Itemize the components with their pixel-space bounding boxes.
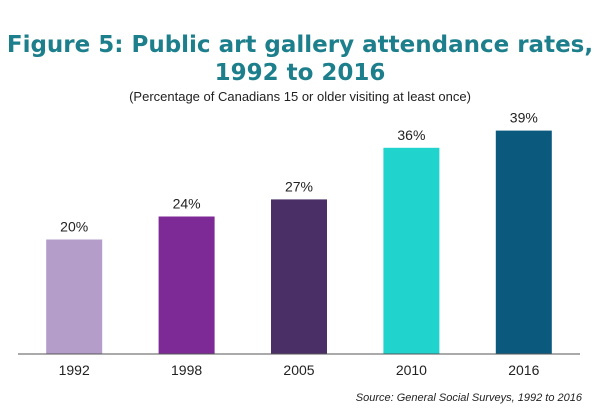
x-tick-2016: 2016 [508,362,539,378]
data-label-1992: 20% [60,219,88,235]
bar-2005 [271,199,327,354]
data-label-1998: 24% [173,196,201,212]
bar-2010 [383,147,440,354]
data-label-2016: 39% [510,110,538,126]
chart-subtitle: (Percentage of Canadians 15 or older vis… [129,89,471,104]
x-tick-2010: 2010 [396,362,427,378]
data-label-2010: 36% [397,127,425,143]
data-labels-group: 20% 24% 27% 36% 39% [60,110,538,235]
bar-2016 [495,130,552,354]
chart-title-line-1: Figure 5: Public art gallery attendance … [7,32,593,58]
bar-1992 [46,239,103,354]
x-tick-2005: 2005 [283,362,314,378]
x-tick-1992: 1992 [59,362,90,378]
data-label-2005: 27% [285,178,313,194]
x-tick-1998: 1998 [171,362,202,378]
bars-group [46,130,552,354]
x-tick-labels-group: 1992 1998 2005 2010 2016 [59,362,540,378]
chart-title-line-2: 1992 to 2016 [215,60,386,86]
source-note: Source: General Social Surveys, 1992 to … [356,392,583,404]
bar-1998 [158,216,215,354]
